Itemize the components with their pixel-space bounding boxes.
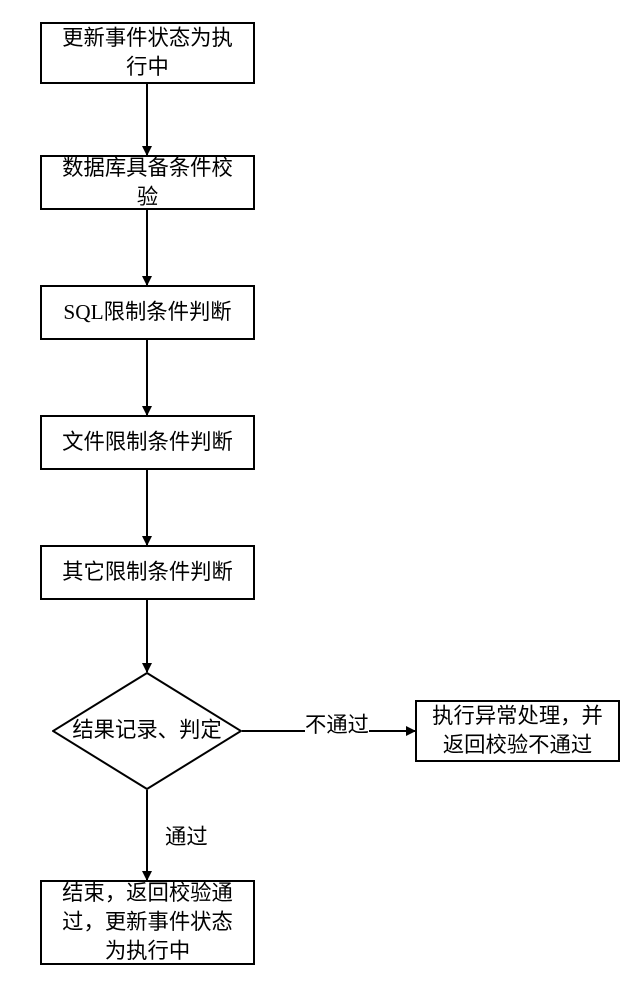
flowchart-node-n3: SQL限制条件判断: [40, 285, 255, 340]
node-label: 更新事件状态为执行中: [52, 24, 243, 82]
node-label: 执行异常处理，并返回校验不通过: [427, 702, 608, 760]
node-label: 其它限制条件判断: [62, 558, 233, 587]
flowchart-node-n2: 数据库具备条件校验: [40, 155, 255, 210]
flowchart-decision-n6: 结果记录、判定: [52, 672, 242, 790]
flowchart-node-n8: 结束，返回校验通过，更新事件状态为执行中: [40, 880, 255, 965]
connectors-layer: [0, 0, 641, 1000]
node-label: 结束，返回校验通过，更新事件状态为执行中: [52, 879, 243, 965]
node-label: 数据库具备条件校验: [52, 154, 243, 212]
node-label: 文件限制条件判断: [62, 428, 233, 457]
node-label: SQL限制条件判断: [63, 298, 231, 327]
flowchart-node-n4: 文件限制条件判断: [40, 415, 255, 470]
flowchart-node-n1: 更新事件状态为执行中: [40, 22, 255, 84]
flowchart-node-n5: 其它限制条件判断: [40, 545, 255, 600]
edge-label-n6-n8: 通过: [165, 820, 208, 851]
edge-label-n6-n7: 不通过: [305, 708, 369, 739]
flowchart-node-n7: 执行异常处理，并返回校验不通过: [415, 700, 620, 762]
node-label: 结果记录、判定: [52, 717, 242, 745]
